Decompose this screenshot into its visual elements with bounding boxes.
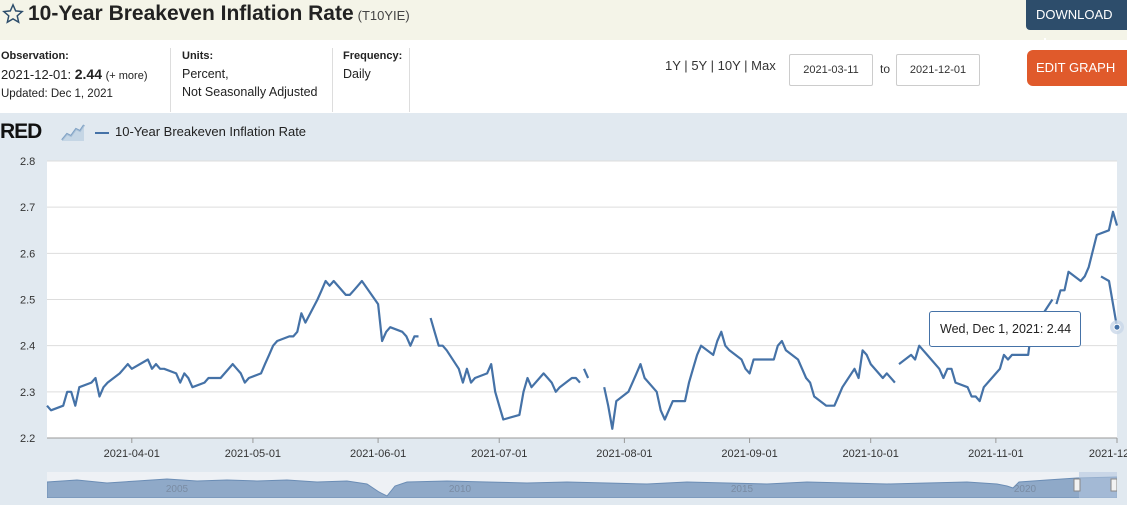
date-to-input[interactable]: 2021-12-01 xyxy=(896,54,980,86)
navigator-year-labels: 2005 2010 2015 2020 xyxy=(166,484,1037,495)
range-separator: | xyxy=(684,58,688,73)
units-block: Units: Percent, Not Seasonally Adjusted xyxy=(182,48,318,100)
fred-logo-graph-icon xyxy=(61,122,85,142)
x-tick-label: 2021-12-01 xyxy=(1089,448,1127,460)
fred-logo: RED xyxy=(0,120,42,143)
x-tick-label: 2021-07-01 xyxy=(471,448,527,460)
observation-label: Observation: xyxy=(1,50,69,62)
range-10y[interactable]: 10Y xyxy=(717,58,741,73)
x-tick-label: 2021-09-01 xyxy=(721,448,777,460)
range-separator: | xyxy=(710,58,714,73)
observation-value: 2.44 xyxy=(74,66,102,82)
observation-more-link[interactable]: (+ more) xyxy=(105,70,148,82)
y-tick-label: 2.2 xyxy=(20,433,35,445)
navigator-handle-left[interactable] xyxy=(1073,478,1081,492)
edit-graph-button[interactable]: EDIT GRAPH xyxy=(1027,50,1127,109)
series-segment xyxy=(603,330,896,430)
chart-tooltip: Wed, Dec 1, 2021: 2.44 xyxy=(929,311,1081,347)
range-selector: 1Y | 5Y | 10Y | Max xyxy=(665,58,776,73)
frequency-value: Daily xyxy=(343,67,371,81)
x-tick-label: 2021-11-01 xyxy=(968,448,1023,460)
navigator-year-label: 2010 xyxy=(449,484,472,495)
tooltip-date: Wed, Dec 1, 2021: xyxy=(940,322,1044,336)
x-tick-label: 2021-10-01 xyxy=(843,448,899,460)
series-segment xyxy=(582,368,590,379)
y-axis: 2.2 2.3 2.4 2.5 2.6 2.7 2.8 xyxy=(20,156,35,445)
series-title: 10-Year Breakeven Inflation Rate xyxy=(28,2,354,25)
y-tick-label: 2.3 xyxy=(20,387,35,399)
series-segment xyxy=(1055,210,1119,305)
updated-date: Updated: Dec 1, 2021 xyxy=(1,88,113,100)
to-label: to xyxy=(880,62,891,76)
download-label: DOWNLOAD xyxy=(1036,7,1113,22)
y-tick-label: 2.5 xyxy=(20,295,35,307)
divider xyxy=(332,48,333,112)
divider xyxy=(170,48,171,112)
navigator-year-label: 2015 xyxy=(731,484,754,495)
series-segment xyxy=(429,317,581,421)
x-tick-label: 2021-06-01 xyxy=(350,448,406,460)
range-separator: | xyxy=(744,58,748,73)
frequency-label: Frequency: xyxy=(343,50,403,62)
divider xyxy=(409,48,410,112)
x-tick-label: 2021-08-01 xyxy=(596,448,652,460)
date-from-input[interactable]: 2021-03-11 xyxy=(789,54,873,86)
range-navigator[interactable]: 2005 2010 2015 2020 xyxy=(47,472,1117,498)
y-tick-label: 2.6 xyxy=(20,248,35,260)
tooltip-value: 2.44 xyxy=(1046,322,1072,336)
star-icon[interactable] xyxy=(2,3,24,25)
legend-swatch xyxy=(95,131,109,134)
gear-icon xyxy=(1040,98,1051,109)
observation-block: Observation: 2021-12-01: 2.44 (+ more) U… xyxy=(1,48,148,102)
units-line2: Not Seasonally Adjusted xyxy=(182,85,318,99)
x-axis: 2021-04-01 2021-05-01 2021-06-01 2021-07-01… xyxy=(47,437,1127,460)
observation-date: 2021-12-01: xyxy=(1,67,72,82)
data-point-marker xyxy=(1113,323,1121,331)
series-line xyxy=(46,210,1119,430)
y-tick-label: 2.7 xyxy=(20,202,35,214)
x-tick-label: 2021-05-01 xyxy=(225,448,281,460)
download-button[interactable]: DOWNLOAD xyxy=(1026,0,1127,49)
chart-legend[interactable]: 10-Year Breakeven Inflation Rate xyxy=(95,124,306,139)
units-line1: Percent, xyxy=(182,67,229,81)
hover-marker xyxy=(1110,320,1124,335)
x-tick-label: 2021-04-01 xyxy=(104,448,160,460)
line-chart[interactable]: 2.2 2.3 2.4 2.5 2.6 2.7 2.8 2021-04-01 2021-05-… xyxy=(0,150,1127,472)
series-segment xyxy=(1100,275,1119,328)
frequency-block: Frequency: Daily xyxy=(343,48,402,82)
download-icon xyxy=(1039,38,1051,49)
grid-lines xyxy=(47,160,1117,439)
range-max[interactable]: Max xyxy=(751,58,776,73)
title-bar xyxy=(0,0,1127,40)
navigator-series xyxy=(47,476,1117,498)
page-title: 10-Year Breakeven Inflation Rate (T10YIE) xyxy=(28,2,410,26)
navigator-year-label: 2005 xyxy=(166,484,189,495)
series-segment xyxy=(46,279,419,412)
series-id: (T10YIE) xyxy=(357,8,410,23)
navigator-year-label: 2020 xyxy=(1014,484,1037,495)
range-1y[interactable]: 1Y xyxy=(665,58,681,73)
units-label: Units: xyxy=(182,50,214,62)
series-segment xyxy=(898,298,1054,403)
edit-graph-label: EDIT GRAPH xyxy=(1036,60,1116,75)
range-5y[interactable]: 5Y xyxy=(691,58,707,73)
y-tick-label: 2.8 xyxy=(20,156,35,168)
y-tick-label: 2.4 xyxy=(20,341,35,353)
navigator-handle-right[interactable] xyxy=(1110,478,1117,492)
legend-label: 10-Year Breakeven Inflation Rate xyxy=(115,124,307,139)
